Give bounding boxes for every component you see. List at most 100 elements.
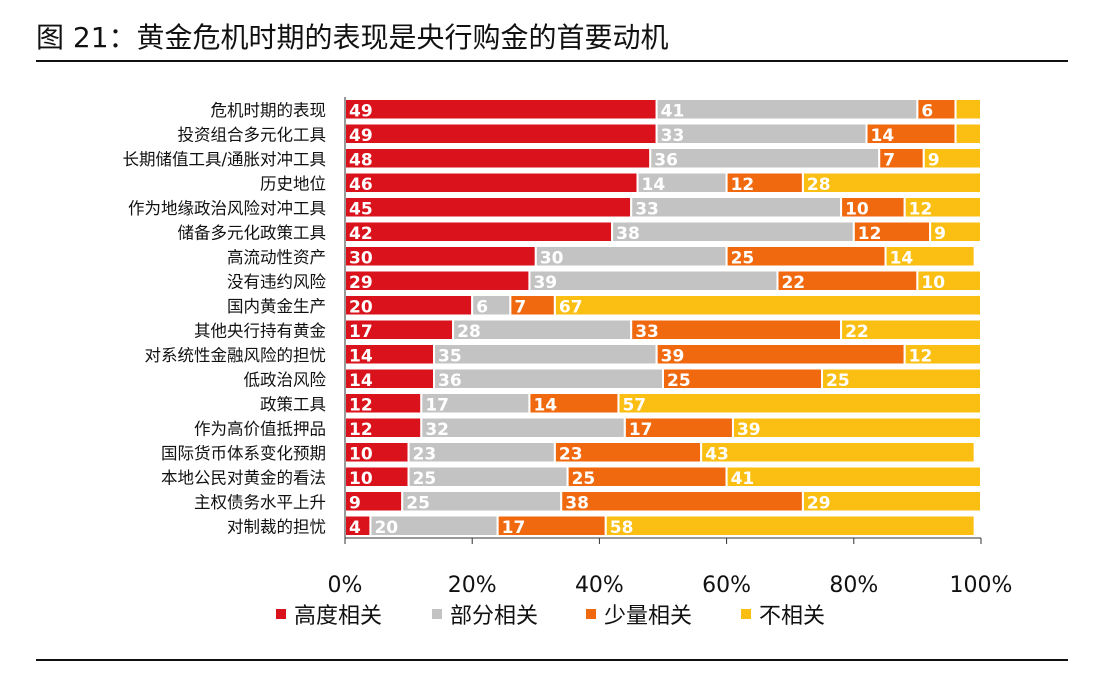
- bar-segment: [649, 147, 881, 170]
- bar-segment: [604, 514, 976, 537]
- data-label: 14: [890, 248, 914, 268]
- data-label: 41: [731, 469, 755, 489]
- bar-segment: [801, 171, 982, 194]
- legend-label: 不相关: [759, 604, 825, 629]
- data-label: 35: [438, 346, 462, 366]
- category-label: 作为地缘政治风险对冲工具: [128, 199, 326, 218]
- data-label: 33: [635, 322, 659, 342]
- data-label: 14: [642, 175, 666, 195]
- data-label: 23: [559, 444, 583, 464]
- legend-swatch: [276, 609, 286, 619]
- data-label: 14: [533, 395, 557, 415]
- data-label: 49: [349, 126, 373, 146]
- data-label: 9: [349, 493, 361, 513]
- data-label: 6: [921, 101, 933, 121]
- data-label: 14: [349, 346, 373, 366]
- legend-swatch: [586, 609, 596, 619]
- bar-segment: [553, 294, 982, 317]
- data-label: 25: [667, 371, 691, 391]
- bar-segment: [922, 147, 983, 170]
- data-label: 57: [622, 395, 646, 415]
- category-label: 长期储值工具/通胀对冲工具: [122, 150, 326, 169]
- data-label: 58: [610, 518, 634, 538]
- category-label: 本地公民对黄金的看法: [161, 468, 326, 487]
- data-label: 9: [928, 150, 940, 170]
- bar-segment: [433, 367, 665, 390]
- bar-segment: [528, 269, 779, 292]
- bar-segment: [344, 147, 652, 170]
- data-label: 33: [661, 126, 685, 146]
- x-tick-label: 20%: [448, 573, 497, 598]
- data-label: 38: [616, 224, 640, 244]
- data-label: 32: [425, 420, 449, 440]
- data-label: 6: [476, 297, 488, 317]
- data-label: 25: [413, 469, 437, 489]
- category-label: 作为高价值抵押品: [194, 419, 326, 438]
- bar-segment: [916, 269, 983, 292]
- category-label: 储备多元化政策工具: [178, 223, 327, 242]
- data-label: 12: [349, 395, 373, 415]
- data-label: 25: [406, 493, 430, 513]
- data-label: 9: [934, 224, 946, 244]
- data-label: 30: [540, 248, 564, 268]
- data-label: 29: [807, 493, 831, 513]
- legend-label: 少量相关: [604, 604, 692, 629]
- bar-segment: [700, 441, 976, 464]
- bar-segment: [954, 122, 982, 145]
- bar-segment: [344, 220, 614, 243]
- bottom-rule: [36, 659, 1068, 661]
- data-label: 25: [826, 371, 850, 391]
- bar-segment: [344, 196, 633, 219]
- data-label: 49: [349, 101, 373, 121]
- data-label: 38: [565, 493, 589, 513]
- bar-segment: [954, 98, 982, 121]
- x-tick-label: 100%: [950, 573, 1013, 598]
- data-label: 22: [781, 273, 805, 293]
- data-label: 17: [349, 322, 373, 342]
- data-label: 46: [349, 175, 373, 195]
- bar-segment: [611, 220, 855, 243]
- legend-swatch: [432, 609, 442, 619]
- bar-segment: [534, 245, 728, 268]
- bar-segment: [630, 196, 843, 219]
- data-label: 10: [349, 444, 373, 464]
- x-tick-label: 80%: [829, 573, 878, 598]
- category-label: 低政治风险: [244, 370, 327, 389]
- data-label: 20: [374, 518, 398, 538]
- data-label: 14: [871, 126, 895, 146]
- bar-segment: [420, 416, 626, 439]
- data-label: 22: [845, 322, 869, 342]
- bar-segment: [821, 367, 982, 390]
- data-label: 17: [425, 395, 449, 415]
- bar-segment: [655, 343, 906, 366]
- title-rule: [36, 60, 1068, 62]
- bar-segment: [903, 343, 982, 366]
- data-label: 41: [661, 101, 685, 121]
- data-label: 7: [883, 150, 895, 170]
- data-label: 14: [349, 371, 373, 391]
- data-label: 30: [349, 248, 373, 268]
- figure-title: 图 21：黄金危机时期的表现是央行购金的首要动机: [36, 21, 669, 54]
- data-label: 12: [909, 346, 933, 366]
- bar-segment: [884, 245, 976, 268]
- category-label: 对制裁的担忧: [227, 517, 326, 536]
- bar-segment: [560, 490, 804, 513]
- data-label: 12: [909, 199, 933, 219]
- data-label: 12: [731, 175, 755, 195]
- data-label: 17: [629, 420, 653, 440]
- data-label: 28: [807, 175, 831, 195]
- data-label: 20: [349, 297, 373, 317]
- data-label: 10: [921, 273, 945, 293]
- data-label: 39: [661, 346, 685, 366]
- bar-segment: [655, 98, 919, 121]
- data-label: 67: [559, 297, 583, 317]
- legend-label: 部分相关: [450, 604, 538, 629]
- x-tick-label: 0%: [328, 573, 363, 598]
- data-label: 12: [349, 420, 373, 440]
- data-label: 36: [654, 150, 678, 170]
- bar-segment: [840, 318, 983, 341]
- data-label: 10: [845, 199, 869, 219]
- bar-segment: [344, 122, 658, 145]
- data-label: 42: [349, 224, 373, 244]
